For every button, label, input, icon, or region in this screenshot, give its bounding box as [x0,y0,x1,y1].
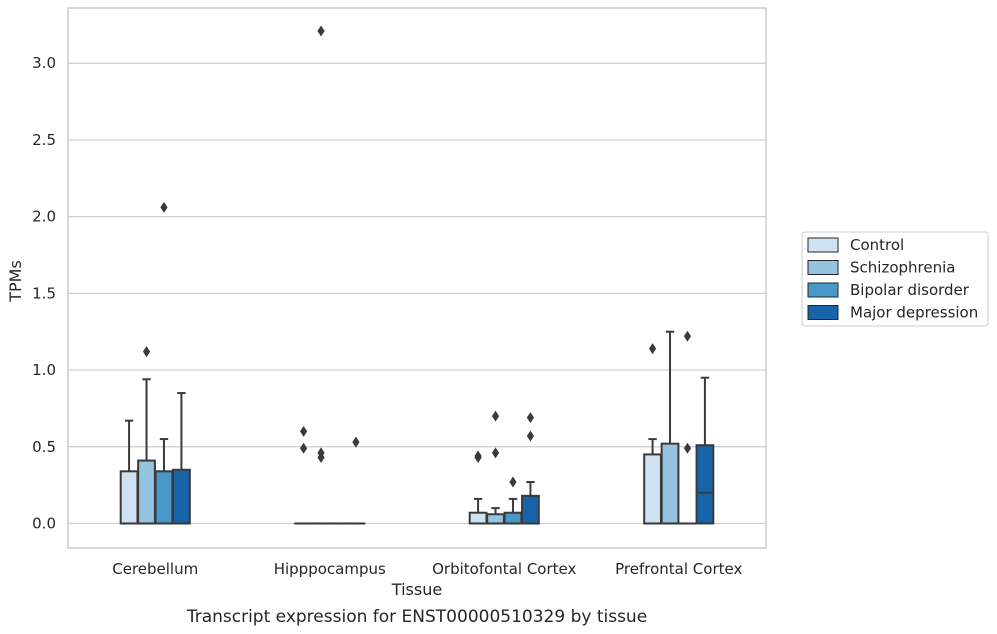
y-tick-label: 1.5 [32,284,56,302]
legend-item: Major depression [807,304,978,322]
box [521,412,540,525]
x-tick-label: Orbitofontal Cortex [432,560,576,578]
box-body [119,470,139,525]
grid-lines [68,62,766,525]
box [643,343,662,525]
box-body [154,470,174,525]
chart-caption: Transcript expression for ENST0000051032… [186,607,647,627]
outlier-point [526,430,535,442]
series-bipolar-disorder [154,201,697,525]
outlier-point [683,330,692,342]
outlier-point [299,442,308,454]
box [468,450,488,525]
box [346,436,366,525]
y-tick-label: 1.0 [32,361,56,379]
box [486,410,505,525]
outlier-point [299,425,308,437]
legend: Control Schizophrenia Bipolar disorder Majo… [801,231,989,327]
box [503,476,523,525]
x-axis-label: Tissue [391,580,442,599]
x-tick-label: Prefrontal Cortex [615,560,742,578]
box-body [468,511,488,525]
box-body [503,511,523,525]
x-axis-ticks: Cerebellum Hipppocampus Orbitofontal Corte… [112,560,742,578]
series-schizophrenia [137,25,680,525]
outlier-point [142,346,151,358]
box [678,330,697,525]
outlier-point [352,436,360,448]
y-tick-label: 0.0 [32,514,56,532]
y-tick-label: 3.0 [32,54,56,72]
outlier-point [526,412,535,424]
legend-frame [801,231,989,327]
y-tick-label: 2.0 [32,208,56,226]
legend-swatch [807,260,839,275]
box [137,346,156,525]
legend-item: Schizophrenia [807,259,955,277]
box-series [119,25,715,525]
box-body [695,444,715,525]
outlier-point [317,25,325,37]
outlier-point [648,343,657,355]
box-body [643,453,662,525]
legend-label: Schizophrenia [850,259,955,277]
box [154,201,174,525]
y-tick-label: 0.5 [32,438,56,456]
box-body [172,468,191,525]
legend-swatch [807,305,839,320]
box-body [660,442,680,525]
x-tick-label: Cerebellum [112,560,198,578]
box-body [486,513,505,525]
box [660,330,680,525]
legend-swatch [807,237,839,253]
box [311,25,331,525]
outlier-point [683,442,692,454]
legend-item: Bipolar disorder [807,281,970,299]
legend-item: Control [807,236,904,254]
box-body [137,459,156,525]
legend-swatch [807,282,839,298]
box [119,419,139,525]
box [294,425,313,525]
outlier-point [491,447,500,459]
series-major-depression [172,376,715,525]
box-body [521,494,540,525]
box [172,392,191,525]
legend-label: Major depression [850,304,978,322]
legend-label: Control [850,236,904,254]
legend-label: Bipolar disorder [850,281,970,299]
y-axis-ticks: 0.0 0.5 1.0 1.5 2.0 2.5 3.0 [32,54,56,532]
outlier-point [160,201,168,213]
plot-frame [67,7,767,549]
y-axis-label: TPMs [6,260,25,303]
y-tick-label: 2.5 [32,131,56,149]
outlier-point [491,410,500,422]
outlier-point [509,476,517,488]
x-tick-label: Hipppocampus [274,560,386,578]
outlier-point [474,450,482,462]
box [695,376,715,525]
outlier-point [317,451,325,463]
